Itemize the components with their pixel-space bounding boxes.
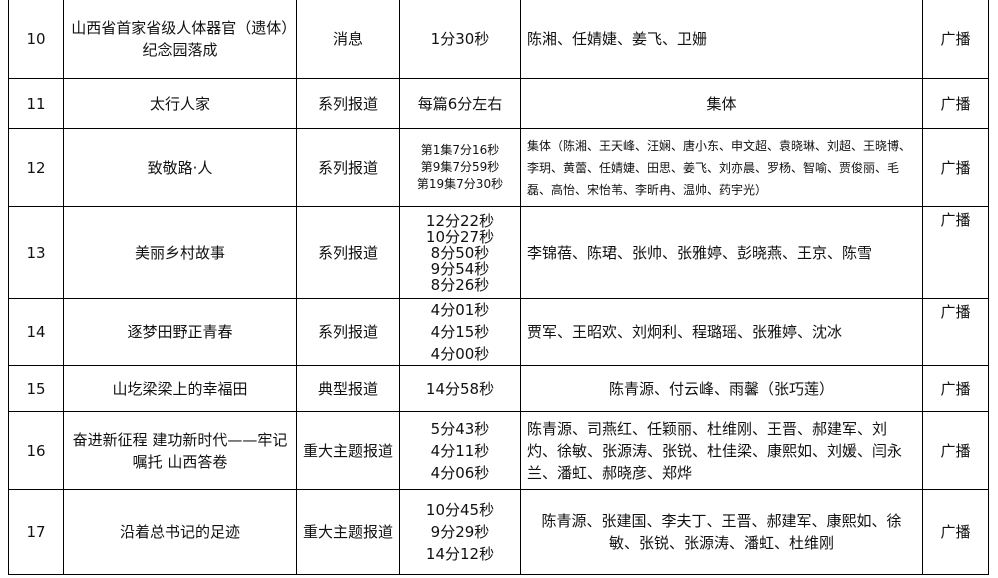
duration-line: 4分06秒: [430, 463, 490, 482]
authors: 贾军、王昭欢、刘炯利、程璐瑶、张雅婷、沈冰: [520, 298, 923, 366]
authors: 集体: [520, 78, 923, 129]
channel: 广播: [922, 206, 989, 299]
channel: 广播: [922, 489, 989, 575]
table-row: 16 奋进新征程 建功新时代——牢记嘱托 山西答卷 重大主题报道 5分43秒 4分11秒…: [8, 411, 989, 490]
duration-line: 14分12秒: [425, 545, 495, 563]
duration: 4分01秒 4分15秒 4分00秒: [399, 298, 521, 366]
duration-line: 5分43秒: [430, 419, 490, 438]
channel: 广播: [922, 0, 989, 79]
duration-line: 9分29秒: [430, 523, 490, 541]
row-number: 15: [8, 365, 64, 412]
channel: 广播: [922, 128, 989, 207]
authors: 李锦蓓、陈珺、张帅、张雅婷、彭晓燕、王京、陈雪: [520, 206, 923, 299]
row-number: 12: [8, 128, 64, 207]
duration: 12分22秒 10分27秒 8分50秒 9分54秒 8分26秒: [399, 206, 521, 299]
duration: 每篇6分左右: [399, 78, 521, 129]
duration: 5分43秒 4分11秒 4分06秒: [399, 411, 521, 490]
row-number: 16: [8, 411, 64, 490]
duration-line: 每篇6分左右: [417, 94, 503, 113]
duration-line: 4分01秒: [430, 301, 490, 319]
table-row: 13 美丽乡村故事 系列报道 12分22秒 10分27秒 8分50秒 9分54秒 8分26秒李…: [8, 206, 989, 299]
duration-line: 8分26秒: [430, 275, 490, 294]
duration-line: 9分54秒: [430, 259, 490, 278]
duration-line: 12分22秒: [425, 211, 495, 230]
table-row: 11 太行人家 系列报道 每篇6分左右 集体 广播: [8, 78, 989, 129]
program-title: 沿着总书记的足迹: [63, 489, 297, 575]
duration-line: 4分00秒: [430, 345, 490, 363]
duration: 第1集7分16秒 第9集7分59秒 第19集7分30秒: [399, 128, 521, 207]
program-type: 消息: [296, 0, 400, 79]
program-type: 典型报道: [296, 365, 400, 412]
program-title: 山西省首家省级人体器官（遗体）纪念园落成: [63, 0, 297, 79]
duration-line: 10分45秒: [425, 501, 495, 519]
row-number: 17: [8, 489, 64, 575]
authors: 集体（陈湘、王天峰、汪娴、唐小东、申文超、袁晓琳、刘超、王晓博、李玥、黄蕾、任婧…: [520, 128, 923, 207]
program-type: 系列报道: [296, 78, 400, 129]
duration-line: 14分58秒: [425, 379, 495, 398]
channel: 广播: [922, 365, 989, 412]
program-title: 逐梦田野正青春: [63, 298, 297, 366]
program-type: 重大主题报道: [296, 489, 400, 575]
program-type: 系列报道: [296, 298, 400, 366]
duration-line: 4分15秒: [430, 323, 490, 341]
duration-line: 8分50秒: [430, 243, 490, 262]
duration-line: 4分11秒: [430, 441, 490, 460]
duration: 14分58秒: [399, 365, 521, 412]
table-row: 15 山圪梁梁上的幸福田 典型报道 14分58秒 陈青源、付云峰、雨馨（张巧莲） 广播: [8, 365, 989, 412]
channel: 广播: [922, 78, 989, 129]
authors: 陈青源、张建国、李夫丁、王晋、郝建军、康熙如、徐敏、张锐、张源涛、潘虹、杜维刚: [520, 489, 923, 575]
duration: 1分30秒: [399, 0, 521, 79]
duration-line: 1分30秒: [430, 29, 490, 48]
channel: 广播: [922, 298, 989, 366]
program-title: 致敬路·人: [63, 128, 297, 207]
program-type: 系列报道: [296, 128, 400, 207]
channel: 广播: [922, 411, 989, 490]
program-title: 太行人家: [63, 78, 297, 129]
table-row: 12 致敬路·人 系列报道 第1集7分16秒 第9集7分59秒 第19集7分30秒 集体（陈…: [8, 128, 989, 207]
row-number: 10: [8, 0, 64, 79]
program-type: 系列报道: [296, 206, 400, 299]
duration-line: 第1集7分16秒: [420, 143, 500, 157]
awards-table: 10 山西省首家省级人体器官（遗体）纪念园落成 消息 1分30秒 陈湘、任婧婕、姜飞、卫…: [8, 0, 989, 575]
program-title: 奋进新征程 建功新时代——牢记嘱托 山西答卷: [63, 411, 297, 490]
authors: 陈湘、任婧婕、姜飞、卫姗: [520, 0, 923, 79]
row-number: 14: [8, 298, 64, 366]
duration-line: 第9集7分59秒: [420, 160, 500, 174]
duration: 10分45秒 9分29秒 14分12秒: [399, 489, 521, 575]
program-title: 山圪梁梁上的幸福田: [63, 365, 297, 412]
authors: 陈青源、司燕红、任颖丽、杜维刚、王晋、郝建军、刘灼、徐敏、张源涛、张锐、杜佳梁、…: [520, 411, 923, 490]
row-number: 13: [8, 206, 64, 299]
table-row: 14 逐梦田野正青春 系列报道 4分01秒 4分15秒 4分00秒 贾军、王昭欢、刘炯利、程…: [8, 298, 989, 366]
program-type: 重大主题报道: [296, 411, 400, 490]
duration-line: 10分27秒: [425, 227, 495, 246]
row-number: 11: [8, 78, 64, 129]
table-row: 10 山西省首家省级人体器官（遗体）纪念园落成 消息 1分30秒 陈湘、任婧婕、姜飞、卫…: [8, 0, 989, 79]
program-title: 美丽乡村故事: [63, 206, 297, 299]
duration-line: 第19集7分30秒: [416, 177, 504, 191]
table-row: 17 沿着总书记的足迹 重大主题报道 10分45秒 9分29秒 14分12秒 陈青源、张建国…: [8, 489, 989, 575]
authors: 陈青源、付云峰、雨馨（张巧莲）: [520, 365, 923, 412]
